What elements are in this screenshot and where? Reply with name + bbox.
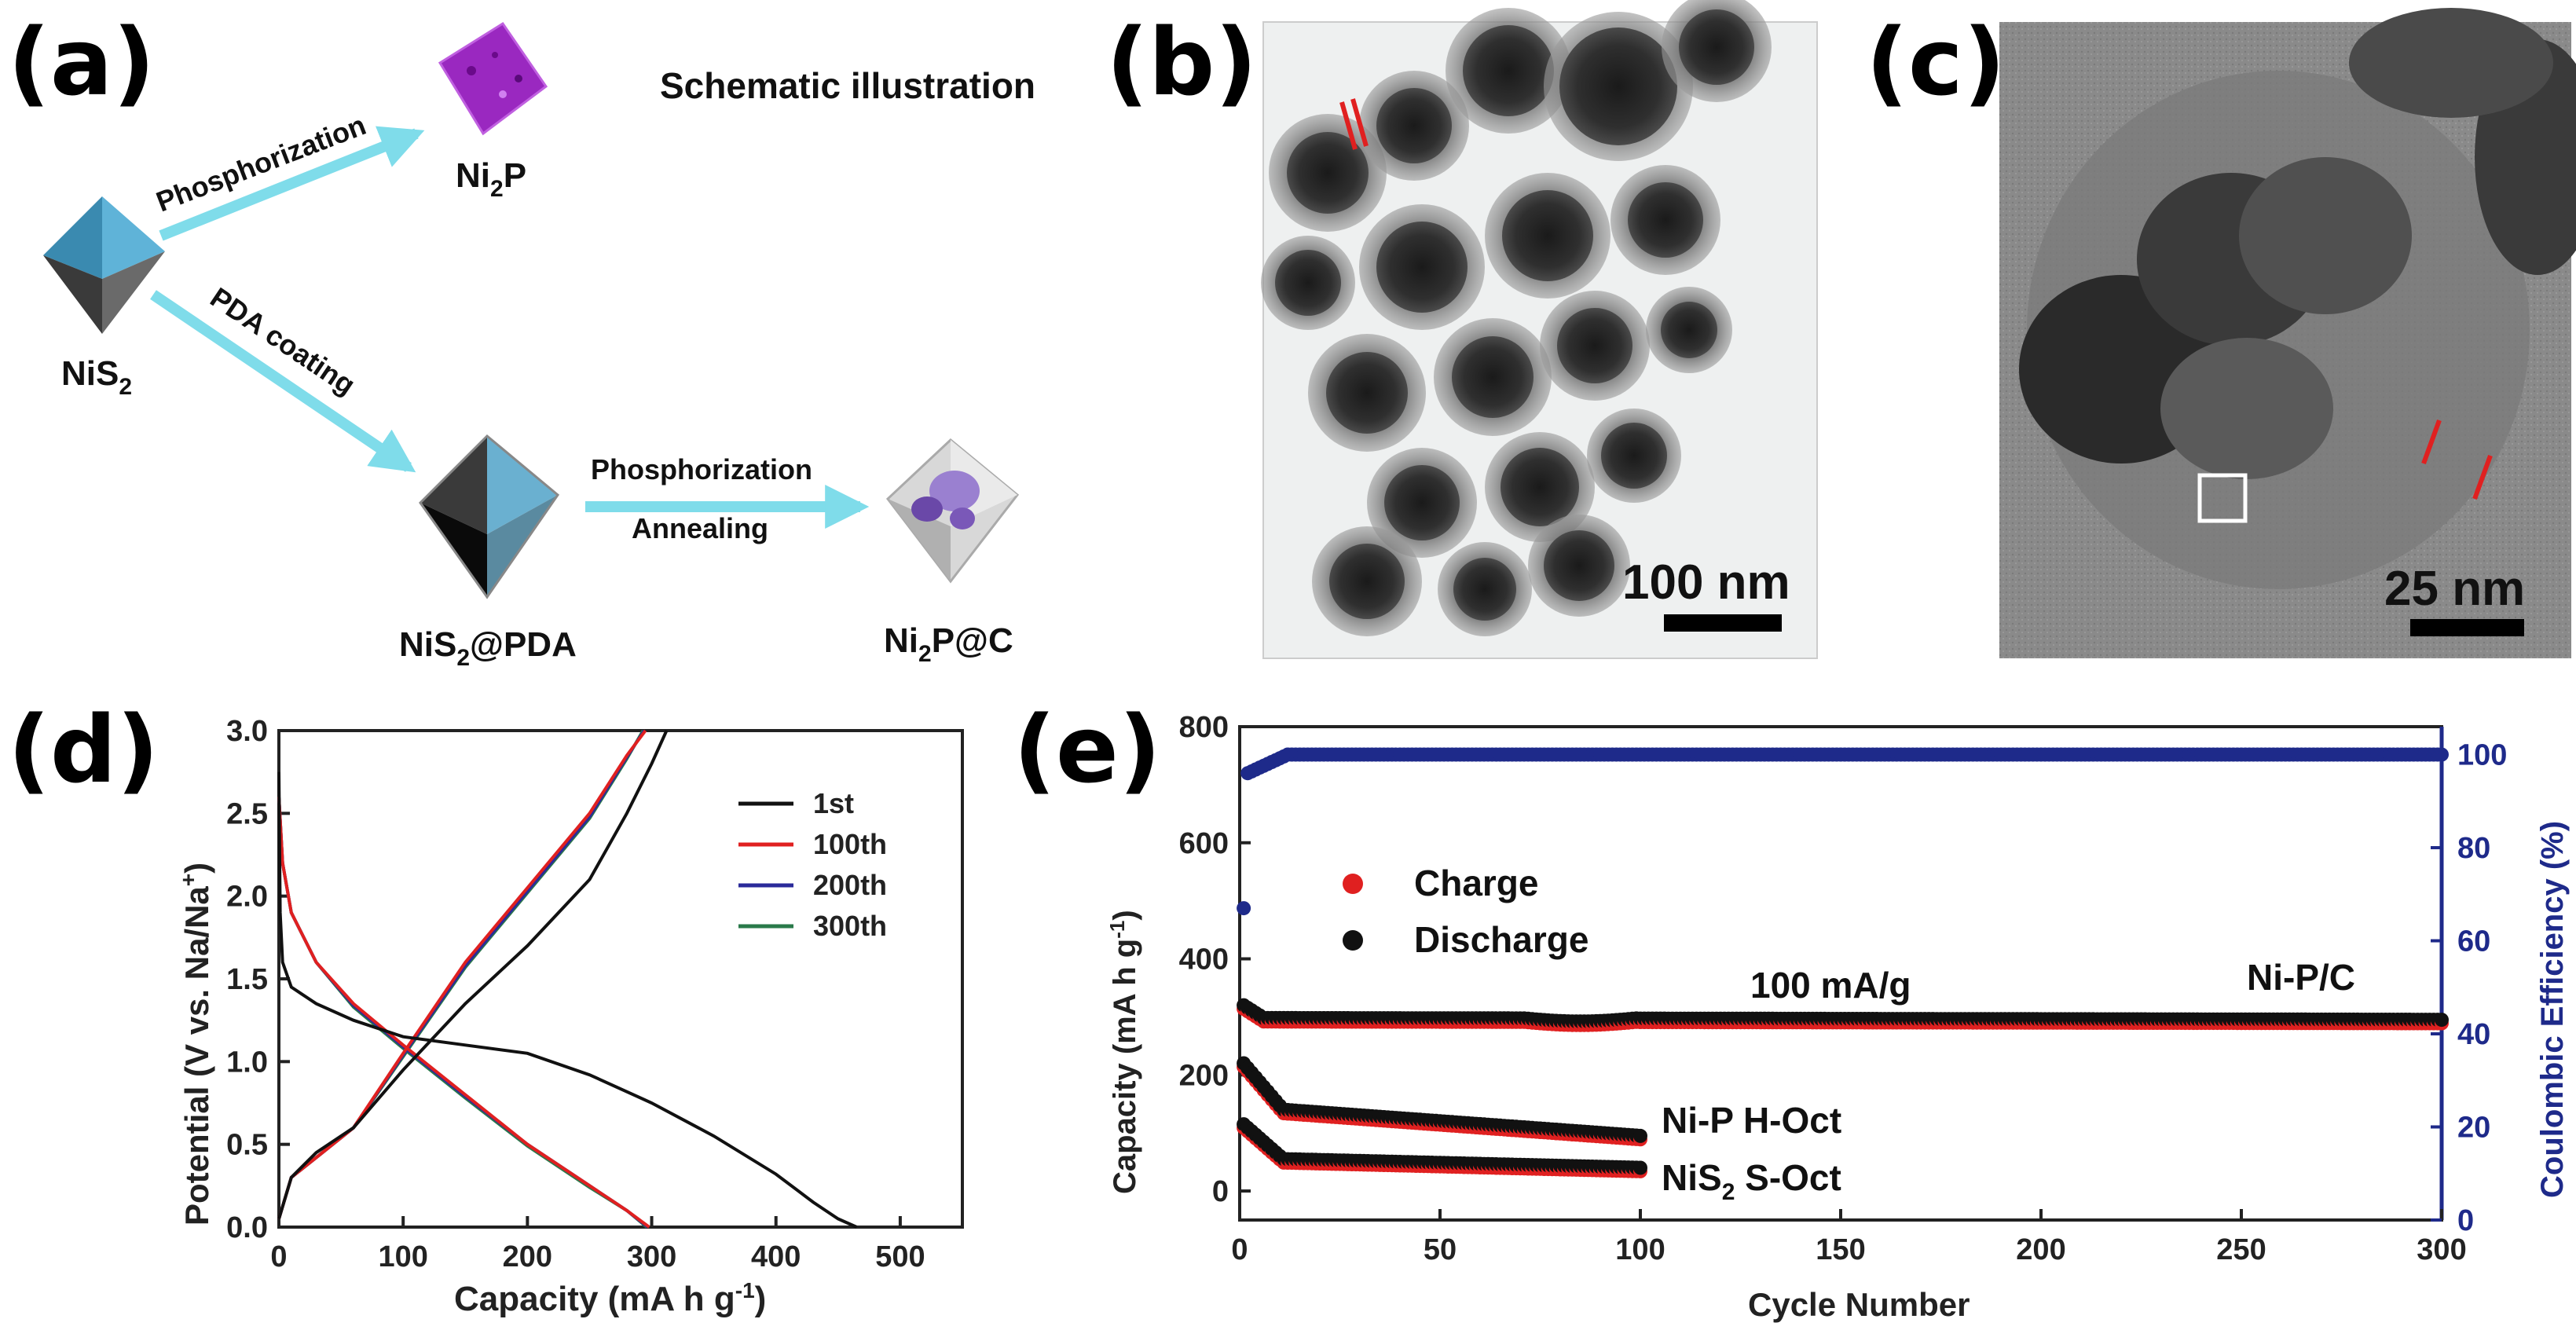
axis-ticks-e: 0 50 100 150 200 250 3000200400600800020406080… — [1179, 711, 2508, 1266]
y-tick-label: 200 — [1179, 1059, 1229, 1092]
tem-core-c — [2019, 8, 2576, 589]
x-tick-label: 250 — [2216, 1233, 2266, 1266]
legend-label-100th: 100th — [813, 828, 887, 860]
panel-label-c: (c) — [1866, 8, 2006, 116]
label-ni2p-c: Ni2P@C — [884, 621, 1013, 667]
plot-frame-d — [277, 729, 964, 1229]
y2-tick-label: 100 — [2457, 739, 2507, 772]
data-points-e — [1237, 747, 2449, 1178]
y2-tick-label: 40 — [2457, 1018, 2490, 1051]
annotation-rate: 100 mA/g — [1750, 965, 1911, 1006]
y-tick-label: 3.0 — [226, 715, 268, 748]
label-phosphorization-2: Phosphorization — [591, 453, 812, 485]
y-axis-label-d: Potential (V vs. Na/Na+) — [176, 863, 215, 1226]
discharge-point — [1633, 1160, 1647, 1175]
nis2-pda-octahedron — [419, 434, 560, 599]
x-tick-label: 400 — [751, 1240, 801, 1273]
legend-discharge: Discharge — [1414, 919, 1588, 960]
x-tick-label: 300 — [2417, 1233, 2466, 1266]
annotation-nis2: NiS2 S-Oct — [1662, 1157, 1841, 1205]
arrow-pda-coating — [150, 290, 416, 473]
y-tick-label: 600 — [1179, 827, 1229, 860]
x-tick-label: 0 — [1231, 1233, 1248, 1266]
y-tick-label: 800 — [1179, 711, 1229, 744]
legend-label-300th: 300th — [813, 910, 887, 942]
tem-particles-b — [1261, 0, 1772, 636]
x-tick-label: 100 — [378, 1240, 427, 1273]
marker-line — [1339, 101, 1358, 150]
panel-b: (b) 100 nm — [1106, 0, 1818, 659]
y-tick-label: 0 — [1212, 1175, 1229, 1208]
legend-marker-discharge — [1343, 930, 1363, 951]
panel-d: (d) 0 100 200 300 400 500 0.0 0.5 1.0 1.5 2.0 2.5 3.… — [8, 695, 964, 1318]
schematic-title: Schematic illustration — [660, 65, 1035, 106]
legend-d: 1st 100th 200th 300th — [738, 787, 887, 942]
y-tick-label: 2.0 — [226, 881, 268, 914]
marker-line — [1350, 98, 1369, 147]
x-tick-label: 500 — [875, 1240, 925, 1273]
y2-tick-label: 80 — [2457, 832, 2490, 865]
scale-bar-b — [1664, 614, 1782, 632]
y-axis-label-e: Capacity (mA h g-1) — [1105, 910, 1142, 1194]
x-axis-label-e: Cycle Number — [1748, 1286, 1970, 1323]
annotation-niph: Ni-P H-Oct — [1662, 1100, 1841, 1141]
x-tick-label: 300 — [627, 1240, 676, 1273]
y-tick-label: 1.0 — [226, 1046, 268, 1079]
legend-marker-charge — [1343, 874, 1363, 894]
y2-axis-label-e: Coulombic Efficiency (%) — [2535, 821, 2570, 1198]
discharge-point — [1633, 1128, 1647, 1143]
panel-label-e: (e) — [1013, 695, 1161, 804]
curves-d — [277, 729, 858, 1229]
legend-charge: Charge — [1414, 863, 1538, 903]
arrow-phosphorization — [159, 126, 425, 241]
marker-line — [2472, 454, 2493, 500]
ni2p-carbon-octahedron — [885, 438, 1020, 584]
ce-point — [2435, 747, 2449, 762]
scale-label-c: 25 nm — [2384, 562, 2525, 616]
x-tick-label: 100 — [1615, 1233, 1665, 1266]
scale-label-b: 100 nm — [1622, 555, 1790, 610]
scale-bar-c — [2410, 619, 2524, 636]
label-ni2p: Ni2P — [456, 156, 526, 202]
label-annealing: Annealing — [632, 512, 768, 544]
panel-label-a: (a) — [8, 8, 156, 116]
legend-label-200th: 200th — [813, 869, 887, 901]
ce-point — [1237, 901, 1251, 916]
y2-tick-label: 60 — [2457, 925, 2490, 958]
x-tick-label: 50 — [1424, 1233, 1457, 1266]
panel-c: (c) 25 nm — [1866, 8, 2576, 658]
charge-curve-1st — [277, 730, 669, 1220]
x-axis-label-d: Capacity (mA h g-1) — [454, 1278, 766, 1318]
x-tick-label: 0 — [270, 1240, 287, 1273]
nis2-octahedron — [43, 196, 165, 334]
label-nis2-pda: NiS2@PDA — [399, 625, 577, 671]
legend-label-1st: 1st — [813, 787, 854, 819]
annotation-nipc: Ni-P/C — [2247, 957, 2355, 998]
x-tick-label: 150 — [1816, 1233, 1865, 1266]
y-tick-label: 400 — [1179, 943, 1229, 976]
selected-area-box — [2197, 473, 2248, 523]
label-nis2: NiS2 — [61, 354, 132, 400]
y2-tick-label: 20 — [2457, 1112, 2490, 1145]
panel-label-d: (d) — [8, 695, 159, 804]
y-tick-label: 2.5 — [226, 797, 268, 830]
y-tick-label: 0.0 — [226, 1211, 268, 1244]
panel-label-b: (b) — [1106, 8, 1257, 116]
y-tick-label: 1.5 — [226, 963, 268, 996]
panel-e: (e) 0 50 100 150 200 250 300020040060080002040… — [1013, 695, 2570, 1323]
x-tick-label: 200 — [2016, 1233, 2065, 1266]
discharge-point — [2435, 1013, 2449, 1028]
x-tick-label: 200 — [503, 1240, 552, 1273]
discharge-curve-100th — [277, 797, 650, 1229]
y-tick-label: 0.5 — [226, 1129, 268, 1162]
discharge-curve-1st — [277, 771, 858, 1229]
axis-ticks-d: 0 100 200 300 400 500 0.0 0.5 1.0 1.5 2.0 2.5 3.0 — [226, 715, 925, 1273]
ni2p-cube — [438, 21, 548, 136]
marker-line — [2421, 419, 2442, 465]
charge-curve-100th — [277, 729, 647, 1220]
y2-tick-label: 0 — [2457, 1204, 2474, 1237]
panel-a: (a) Schematic illustration NiS2 Phosphor… — [8, 8, 1035, 671]
